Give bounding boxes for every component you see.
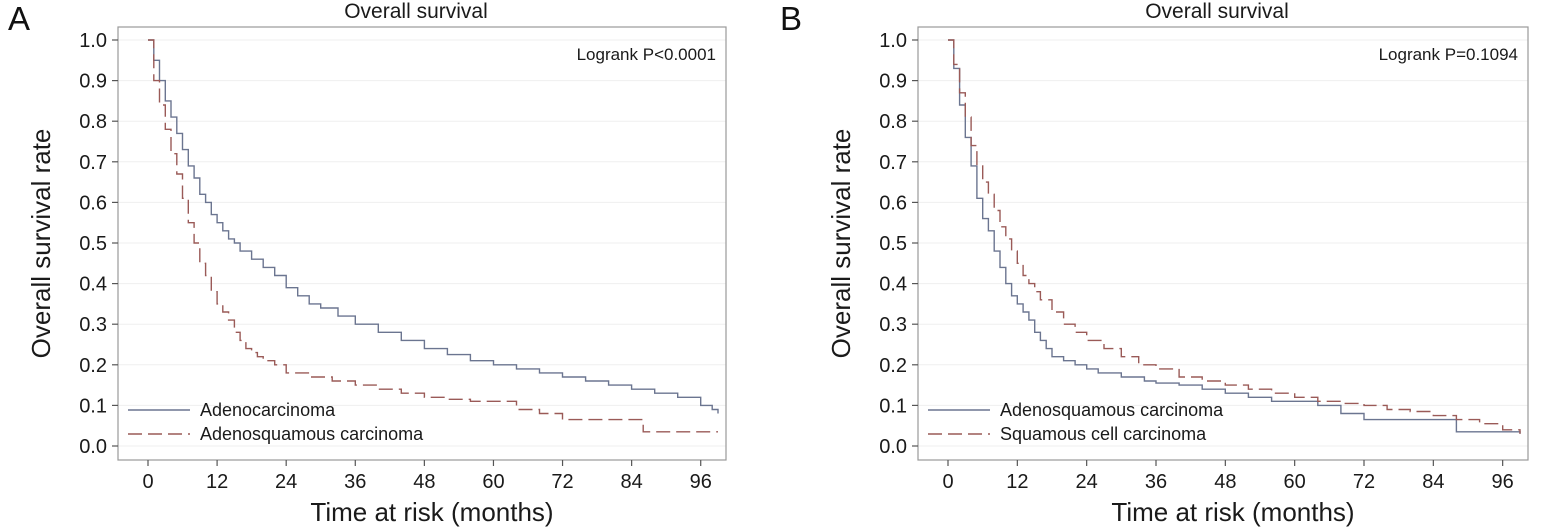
x-tick-label: 60 xyxy=(482,471,504,493)
x-tick-label: 36 xyxy=(344,471,366,493)
x-tick-label: 36 xyxy=(1145,471,1167,493)
y-tick-label: 0.3 xyxy=(79,314,107,336)
legend: Adenosquamous carcinoma Squamous cell car… xyxy=(928,400,1224,444)
y-tick-label: 0.0 xyxy=(79,436,107,458)
x-tick-label: 12 xyxy=(206,471,228,493)
x-tick-label: 0 xyxy=(942,471,953,493)
y-tick-label: 0.6 xyxy=(79,192,107,214)
x-tick-label: 24 xyxy=(1076,471,1098,493)
y-tick-label: 1.0 xyxy=(879,30,907,52)
x-tick-label: 72 xyxy=(551,471,573,493)
x-tick-label: 12 xyxy=(1006,471,1028,493)
x-tick-label: 48 xyxy=(1214,471,1236,493)
panel-letter: B xyxy=(780,0,802,37)
series-line-1 xyxy=(148,39,719,414)
legend: Adenocarcinoma Adenosquamous carcinoma xyxy=(128,400,424,444)
legend-label: Adenocarcinoma xyxy=(200,400,336,420)
survival-chart-a: A Overall survival0.00.10.20.30.40.50.60.… xyxy=(8,0,727,527)
y-tick-label: 0.7 xyxy=(879,152,907,174)
y-tick-label: 0.8 xyxy=(79,111,107,133)
series-line-2 xyxy=(148,39,718,433)
logrank-annotation: Logrank P=0.1094 xyxy=(1379,45,1518,64)
series-line-1 xyxy=(948,39,1521,434)
x-tick-label: 84 xyxy=(621,471,643,493)
x-axis-label: Time at risk (months) xyxy=(310,497,553,527)
y-tick-label: 0.3 xyxy=(879,314,907,336)
series-line-2 xyxy=(948,39,1521,434)
y-tick-label: 0.9 xyxy=(879,71,907,93)
y-tick-label: 0.9 xyxy=(79,71,107,93)
grid-lines xyxy=(118,39,726,447)
y-tick-label: 0.2 xyxy=(879,355,907,377)
chart-panel-b: B Overall survival 0.0 0.1 0.2 0.3 0.4 0.5 0.6 0.… xyxy=(772,0,1544,528)
y-tick-label: 0.0 xyxy=(879,436,907,458)
legend-label: Adenosquamous carcinoma xyxy=(1000,400,1224,420)
y-axis: 0.0 0.1 0.2 0.3 0.4 0.5 0.6 0.7 0.8 0.9 1.0 xyxy=(879,30,918,458)
y-tick-label: 0.8 xyxy=(879,111,907,133)
y-axis: 0.0 0.1 0.2 0.3 0.4 0.5 0.6 0.7 0.8 0.9 1.0 xyxy=(79,30,118,458)
y-axis-label: Overall survival rate xyxy=(826,129,856,359)
survival-chart-b: B Overall survival0.00.10.20.30.40.50.60.… xyxy=(780,0,1529,527)
x-axis-label: Time at risk (months) xyxy=(1111,497,1354,527)
y-axis-label: Overall survival rate xyxy=(26,129,56,359)
x-tick-label: 96 xyxy=(690,471,712,493)
chart-title: Overall survival xyxy=(344,0,488,23)
chart-title: Overall survival xyxy=(1145,0,1289,23)
y-tick-label: 0.5 xyxy=(79,233,107,255)
y-tick-label: 0.7 xyxy=(79,152,107,174)
x-axis: 0 12 24 36 48 60 72 84 96 xyxy=(142,460,712,493)
x-axis: 0 12 24 36 48 60 72 84 96 xyxy=(942,460,1514,493)
x-tick-label: 48 xyxy=(413,471,435,493)
x-tick-label: 96 xyxy=(1492,471,1514,493)
y-tick-label: 0.4 xyxy=(879,274,907,296)
y-tick-label: 1.0 xyxy=(79,30,107,52)
y-tick-label: 0.1 xyxy=(879,395,907,417)
y-tick-label: 0.1 xyxy=(79,395,107,417)
x-tick-label: 0 xyxy=(142,471,153,493)
x-tick-label: 60 xyxy=(1284,471,1306,493)
x-tick-label: 84 xyxy=(1422,471,1444,493)
y-tick-label: 0.4 xyxy=(79,274,107,296)
x-tick-label: 72 xyxy=(1353,471,1375,493)
y-tick-label: 0.2 xyxy=(79,355,107,377)
x-tick-label: 24 xyxy=(275,471,297,493)
legend-label: Adenosquamous carcinoma xyxy=(200,424,424,444)
legend-label: Squamous cell carcinoma xyxy=(1000,424,1207,444)
grid-lines xyxy=(918,39,1528,447)
panel-letter: A xyxy=(8,0,30,37)
y-tick-label: 0.6 xyxy=(879,192,907,214)
logrank-annotation: Logrank P<0.0001 xyxy=(577,45,716,64)
y-tick-label: 0.5 xyxy=(879,233,907,255)
chart-panel-a: A Overall survival 0.0 0.1 0.2 0.3 0.4 0.5 0.6 0.… xyxy=(8,0,727,527)
